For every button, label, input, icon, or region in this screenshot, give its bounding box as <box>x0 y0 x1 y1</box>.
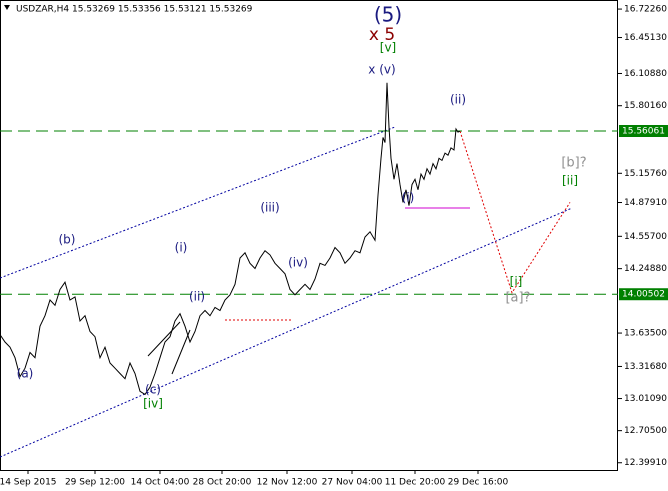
level-label: 15.56061 <box>622 127 665 137</box>
wave-label: x (v) <box>368 63 395 77</box>
price-line <box>0 82 461 396</box>
wave-label: [v] <box>380 41 396 55</box>
wave-line <box>171 329 191 375</box>
level-box <box>619 288 668 301</box>
y-tick-label: 12.39910 <box>624 458 667 468</box>
x-tick-label: 12 Nov 12:00 <box>257 478 318 488</box>
y-tick-label: 15.15760 <box>624 169 667 179</box>
wave-line <box>147 321 181 357</box>
wave-label: [iv] <box>143 397 163 411</box>
level-label: 14.00502 <box>622 290 665 300</box>
x-tick-label: 14 Sep 2015 <box>0 478 57 488</box>
y-tick-label: 15.80160 <box>624 101 667 111</box>
x-tick-label: 29 Dec 16:00 <box>448 478 509 488</box>
wave-label: (i) <box>175 241 188 255</box>
y-tick-label: 12.70500 <box>624 426 667 436</box>
plot-frame <box>0 0 618 471</box>
y-tick-label: 16.10880 <box>624 69 667 79</box>
title-marker <box>4 5 10 10</box>
wave-label: (ii) <box>450 93 466 107</box>
wave-label: (c) <box>145 383 161 397</box>
wave-label: (iv) <box>288 256 308 270</box>
channel-line <box>0 207 573 458</box>
level-box <box>619 125 668 138</box>
wave-label: (b) <box>59 233 76 247</box>
x-tick-label: 29 Sep 12:00 <box>65 478 125 488</box>
wave-label: (ii) <box>189 290 205 304</box>
wave-label: [i] <box>510 275 523 289</box>
x-tick-label: 11 Dec 20:00 <box>385 478 446 488</box>
chart-title: USDZAR,H4 15.53269 15.53356 15.53121 15.… <box>16 5 253 15</box>
wave-label: (i) <box>402 191 415 205</box>
channel-line <box>0 126 396 279</box>
y-tick-label: 16.72260 <box>624 5 667 15</box>
y-tick-label: 13.63500 <box>624 329 667 339</box>
y-tick-label: 14.55700 <box>624 232 667 242</box>
wave-label: (iii) <box>260 201 279 215</box>
y-tick-label: 16.45130 <box>624 33 667 43</box>
x-tick-label: 28 Oct 20:00 <box>193 478 252 488</box>
wave-label: (a) <box>17 367 34 381</box>
x-tick-label: 27 Nov 04:00 <box>322 478 383 488</box>
wave-label: [a]? <box>505 291 530 306</box>
y-tick-label: 14.24880 <box>624 264 667 274</box>
wave-label: x 5 <box>369 25 395 45</box>
x-tick-label: 14 Oct 04:00 <box>131 478 190 488</box>
y-tick-label: 14.87910 <box>624 198 667 208</box>
forecast-line <box>459 130 571 294</box>
y-tick-label: 13.31680 <box>624 362 667 372</box>
y-tick-label: 13.01090 <box>624 394 667 404</box>
wave-label: [ii] <box>562 174 578 188</box>
wave-label: [b]? <box>561 156 586 171</box>
wave-label: (5) <box>374 3 402 27</box>
